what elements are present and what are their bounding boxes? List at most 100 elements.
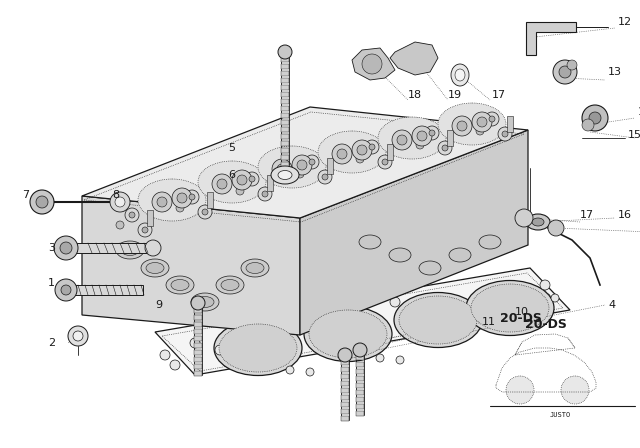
Ellipse shape: [146, 263, 164, 273]
Bar: [194, 364, 202, 369]
Ellipse shape: [394, 293, 482, 348]
Ellipse shape: [221, 280, 239, 290]
Ellipse shape: [196, 297, 214, 307]
Circle shape: [502, 131, 508, 137]
Bar: [194, 357, 202, 362]
Circle shape: [416, 304, 424, 312]
Circle shape: [172, 188, 192, 208]
Text: 17: 17: [580, 210, 594, 220]
Text: 6: 6: [228, 170, 235, 180]
Text: 19: 19: [448, 90, 462, 100]
Circle shape: [376, 354, 384, 362]
Bar: [281, 113, 289, 118]
Ellipse shape: [419, 261, 441, 275]
Bar: [356, 362, 364, 367]
Circle shape: [68, 326, 88, 346]
Bar: [194, 308, 202, 313]
Circle shape: [217, 179, 227, 189]
Bar: [194, 343, 202, 348]
Circle shape: [477, 117, 487, 127]
Bar: [194, 371, 202, 376]
Circle shape: [296, 170, 304, 178]
Circle shape: [582, 105, 608, 131]
Ellipse shape: [451, 64, 469, 86]
Bar: [356, 390, 364, 395]
Ellipse shape: [216, 276, 244, 294]
Text: JUSTO: JUSTO: [549, 412, 571, 418]
Circle shape: [202, 209, 208, 215]
Circle shape: [561, 376, 589, 404]
Bar: [507, 116, 513, 132]
Bar: [194, 329, 202, 334]
Bar: [341, 374, 349, 379]
Bar: [194, 315, 202, 320]
Bar: [68, 243, 148, 253]
Circle shape: [215, 345, 225, 355]
Bar: [447, 130, 453, 146]
Circle shape: [272, 159, 292, 179]
Circle shape: [582, 119, 594, 131]
Circle shape: [559, 66, 571, 78]
Circle shape: [145, 240, 161, 256]
Bar: [281, 148, 289, 153]
Circle shape: [292, 155, 312, 175]
Circle shape: [258, 187, 272, 201]
Ellipse shape: [466, 280, 554, 336]
Polygon shape: [352, 48, 395, 80]
Circle shape: [390, 297, 400, 307]
Circle shape: [286, 366, 294, 374]
Bar: [281, 78, 289, 83]
Bar: [207, 192, 213, 208]
Ellipse shape: [138, 179, 206, 221]
Circle shape: [185, 190, 199, 204]
Circle shape: [476, 127, 484, 135]
Ellipse shape: [278, 171, 292, 180]
Text: 2: 2: [48, 338, 55, 348]
Bar: [281, 64, 289, 69]
Ellipse shape: [399, 296, 477, 344]
Circle shape: [212, 174, 232, 194]
Bar: [281, 57, 289, 62]
Circle shape: [442, 145, 448, 151]
Ellipse shape: [141, 259, 169, 277]
Circle shape: [262, 191, 268, 197]
Ellipse shape: [359, 235, 381, 249]
Circle shape: [245, 172, 259, 186]
Ellipse shape: [241, 259, 269, 277]
Text: 15: 15: [628, 130, 640, 140]
Circle shape: [392, 130, 412, 150]
Ellipse shape: [449, 248, 471, 262]
Circle shape: [362, 54, 382, 74]
Ellipse shape: [166, 276, 194, 294]
Bar: [356, 376, 364, 381]
Ellipse shape: [198, 161, 266, 203]
Bar: [281, 134, 289, 139]
Ellipse shape: [389, 248, 411, 262]
Circle shape: [170, 360, 180, 370]
Bar: [281, 85, 289, 90]
Circle shape: [506, 376, 534, 404]
Circle shape: [489, 116, 495, 122]
Circle shape: [116, 221, 124, 229]
Bar: [356, 383, 364, 388]
Circle shape: [190, 338, 200, 348]
Ellipse shape: [304, 306, 392, 362]
Circle shape: [396, 356, 404, 364]
Circle shape: [337, 149, 347, 159]
Bar: [194, 336, 202, 341]
Bar: [281, 120, 289, 125]
Ellipse shape: [309, 310, 387, 358]
Polygon shape: [300, 130, 528, 335]
Text: 20-DS: 20-DS: [500, 311, 542, 324]
Bar: [341, 395, 349, 400]
Bar: [281, 141, 289, 146]
Polygon shape: [155, 268, 570, 375]
Circle shape: [176, 204, 184, 212]
Text: 10: 10: [515, 307, 529, 317]
Circle shape: [177, 193, 187, 203]
Circle shape: [515, 209, 533, 227]
Ellipse shape: [526, 214, 550, 230]
Circle shape: [60, 242, 72, 254]
Circle shape: [412, 126, 432, 146]
Circle shape: [369, 144, 375, 150]
